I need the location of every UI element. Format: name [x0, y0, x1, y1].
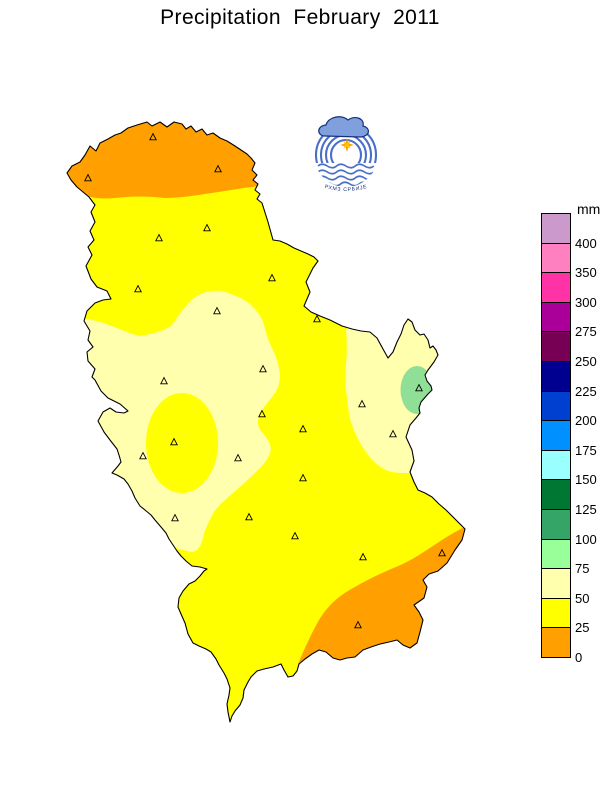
- legend-color-swatch: 225: [541, 360, 597, 398]
- legend-color-swatch: 25: [541, 597, 589, 634]
- legend-value-label: 250: [575, 353, 597, 369]
- station-marker: [359, 552, 367, 561]
- region-east-spot-75-100: [400, 366, 434, 414]
- station-marker: [214, 164, 222, 173]
- legend-color-swatch: 175: [541, 420, 597, 457]
- legend-value-label: 150: [575, 472, 597, 488]
- rhmz-logo: РХМЗ СРБИЈЕ: [314, 116, 378, 193]
- logo-waves-icon: [317, 163, 375, 187]
- station-marker: [291, 531, 299, 540]
- station-marker: [268, 273, 276, 282]
- station-marker: [245, 512, 253, 521]
- station-marker: [171, 513, 179, 522]
- legend-value-label: 25: [575, 620, 590, 636]
- station-marker: [358, 399, 366, 408]
- legend-unit-label: mm: [577, 201, 600, 217]
- logo-cloud-icon: [318, 116, 369, 138]
- station-marker: [134, 284, 142, 293]
- logo-sun-icon: [340, 138, 354, 152]
- legend-color-swatch: 250: [541, 331, 597, 368]
- station-marker: [415, 383, 423, 392]
- precipitation-regions: [67, 122, 465, 722]
- legend-value-label: 75: [575, 561, 590, 577]
- legend-value-label: 125: [575, 501, 597, 517]
- legend-color-swatch: 75: [541, 538, 589, 575]
- station-marker: [203, 223, 211, 232]
- station-marker: [259, 364, 267, 373]
- legend-color-swatch: 275: [541, 301, 597, 338]
- legend-color-swatch: 200: [541, 390, 597, 427]
- station-marker: [139, 451, 147, 460]
- station-marker: [389, 429, 397, 438]
- station-marker: [84, 173, 92, 182]
- legend-value-label: 225: [575, 383, 597, 399]
- logo-caption: РХМЗ СРБИЈЕ: [324, 184, 368, 193]
- station-marker: [313, 314, 321, 323]
- station-marker: [234, 453, 242, 462]
- station-marker: [149, 132, 157, 141]
- legend-value-label: 175: [575, 442, 597, 458]
- station-marker: [299, 473, 307, 482]
- legend-value-label: 100: [575, 531, 597, 547]
- legend-value-label: 50: [575, 590, 590, 606]
- legend-value-label: 0: [575, 649, 583, 665]
- station-marker: [354, 620, 362, 629]
- station-marker: [213, 306, 221, 315]
- legend-value-label: 350: [575, 265, 597, 281]
- region-north-0-25: [67, 122, 268, 199]
- region-central-blob-25-50: [146, 393, 218, 493]
- legend-color-swatch: 150: [541, 449, 597, 486]
- legend-value-label: 275: [575, 324, 597, 340]
- legend-value-label: 200: [575, 413, 597, 429]
- legend-color-swatch: 0: [541, 627, 582, 664]
- legend-color-swatch: 400: [541, 213, 597, 250]
- station-marker: [160, 376, 168, 385]
- station-marker: [258, 409, 266, 418]
- page-title: Precipitation February 2011: [160, 6, 440, 29]
- station-marker: [170, 437, 178, 446]
- legend: mm 400 350 300 275 250 225 200 175 150 125 100 75 50…: [541, 201, 600, 664]
- legend-value-label: 400: [575, 235, 597, 251]
- legend-scale: 400 350 300 275 250 225 200 175 150 125 100 75 50 25 0: [541, 213, 597, 664]
- legend-color-swatch: 100: [541, 508, 597, 546]
- station-markers: [84, 132, 446, 629]
- region-southeast-0-25: [298, 526, 465, 702]
- legend-color-swatch: 125: [541, 479, 597, 516]
- legend-color-swatch: 300: [541, 272, 597, 309]
- legend-color-swatch: 50: [541, 568, 589, 605]
- station-marker: [299, 424, 307, 433]
- legend-value-label: 300: [575, 294, 597, 310]
- station-marker: [155, 233, 163, 242]
- station-marker: [438, 548, 446, 557]
- legend-color-swatch: 350: [541, 242, 597, 279]
